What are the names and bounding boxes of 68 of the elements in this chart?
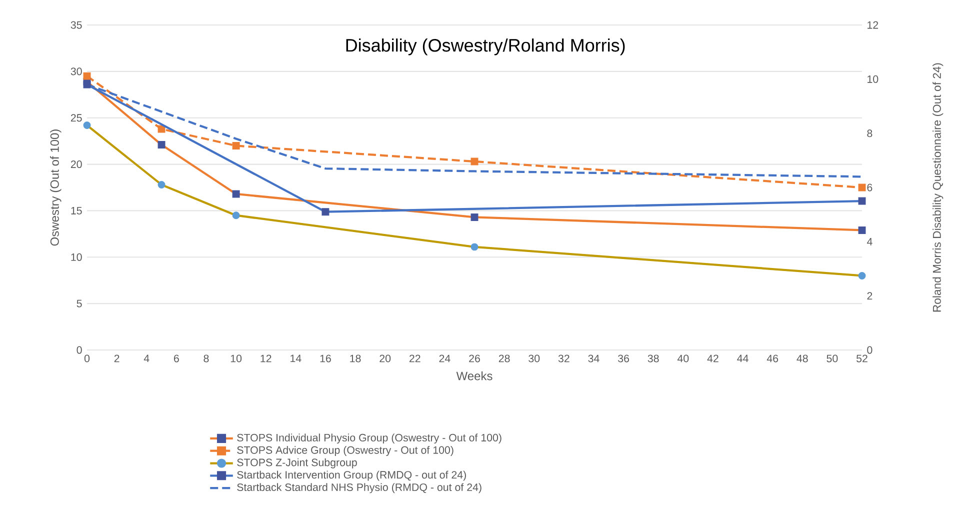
- x-tick-label: 52: [856, 354, 868, 362]
- text: Disability (Oswestry/Roland Morris): [346, 38, 625, 56]
- x-tick-label: 48: [796, 354, 808, 362]
- point: [858, 226, 866, 234]
- x-tick-label: 6: [174, 354, 179, 362]
- point: [83, 80, 91, 88]
- y-tick-label: 0: [76, 346, 82, 354]
- x-tick-label: 26: [469, 354, 480, 362]
- point: [232, 142, 240, 150]
- y-tick-label: 15: [71, 206, 82, 214]
- x-tick-label: 8: [204, 354, 209, 362]
- y-tick-label: 35: [70, 21, 82, 29]
- y2-tick-label: 10: [868, 75, 878, 83]
- x-tick-label: 14: [290, 354, 302, 362]
- point: [322, 208, 330, 216]
- x-tick-label: 46: [766, 354, 778, 362]
- x-axis-title: Weeks: [456, 371, 492, 380]
- point: [158, 141, 166, 149]
- legend-label: STOPS Z-Joint Subgroup: [237, 458, 357, 468]
- legend-label: Startback Intervention Group (RMDQ - out of 24): [237, 470, 466, 481]
- x-tick-label: 20: [380, 354, 391, 362]
- y2-tick-label: 2: [867, 292, 872, 300]
- y2-tick-label: 4: [866, 238, 872, 246]
- point: [470, 213, 478, 221]
- x-tick-label: 12: [260, 354, 272, 362]
- point: [158, 125, 166, 133]
- x-tick-label: 2: [114, 354, 120, 362]
- y-tick-label: 20: [70, 160, 82, 168]
- x-tick-label: 30: [528, 354, 540, 362]
- point: [232, 190, 240, 198]
- x-tick-label: 0: [84, 354, 90, 362]
- y2-axis-title: Roland Morris Disability Questionnaire (Out of 24): [932, 63, 944, 312]
- point: [83, 122, 91, 130]
- x-tick-label: 10: [230, 354, 242, 362]
- point: [470, 243, 478, 251]
- x-tick-label: 44: [737, 354, 748, 362]
- x-tick-label: 40: [677, 354, 689, 362]
- x-tick-label: 38: [648, 354, 659, 362]
- x-tick-label: 42: [707, 354, 718, 362]
- y-tick-label: 30: [70, 68, 82, 76]
- point: [858, 272, 866, 280]
- x-tick-label: 18: [350, 354, 361, 362]
- x-tick-label: 34: [588, 354, 600, 362]
- x-tick-label: 28: [498, 354, 510, 362]
- y2-tick-label: 0: [867, 346, 872, 354]
- legend-label: STOPS Individual Physio Group (Oswestry - Out of 100): [237, 434, 502, 444]
- x-tick-label: 32: [558, 354, 570, 362]
- point: [83, 72, 91, 80]
- legend-label: Startback Standard NHS Physio (RMDQ - out of 24): [237, 483, 482, 494]
- y-tick-label: 10: [71, 253, 82, 261]
- y-tick-label: 25: [70, 114, 82, 122]
- x-tick-label: 36: [618, 354, 630, 362]
- y2-tick-label: 8: [867, 130, 872, 138]
- point: [470, 158, 478, 166]
- point: [232, 212, 240, 220]
- y2-tick-label: 6: [867, 184, 872, 192]
- x-tick-label: 24: [439, 354, 450, 362]
- point: [858, 197, 866, 205]
- point: [858, 184, 866, 192]
- x-tick-label: 22: [410, 354, 420, 362]
- x-tick-label: 16: [320, 354, 331, 362]
- x-tick-label: 4: [144, 354, 150, 362]
- y2-tick-label: 12: [868, 21, 878, 29]
- point: [158, 180, 166, 188]
- legend-label: STOPS Advice Group (Oswestry - Out of 100): [237, 446, 454, 456]
- y-tick-label: 5: [76, 300, 82, 308]
- y-axis-title: Oswestry (Out of 100): [50, 130, 62, 246]
- x-tick-label: 50: [826, 354, 838, 362]
